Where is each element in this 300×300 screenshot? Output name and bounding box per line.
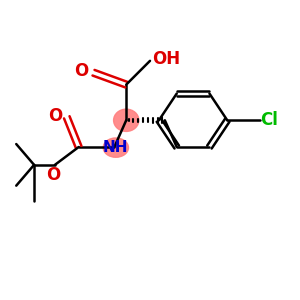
Text: Cl: Cl: [260, 111, 278, 129]
Ellipse shape: [103, 138, 128, 157]
Ellipse shape: [114, 109, 139, 131]
Text: OH: OH: [152, 50, 180, 68]
Text: O: O: [46, 166, 61, 184]
Text: NH: NH: [103, 140, 129, 155]
Text: O: O: [48, 107, 62, 125]
Text: O: O: [74, 62, 89, 80]
